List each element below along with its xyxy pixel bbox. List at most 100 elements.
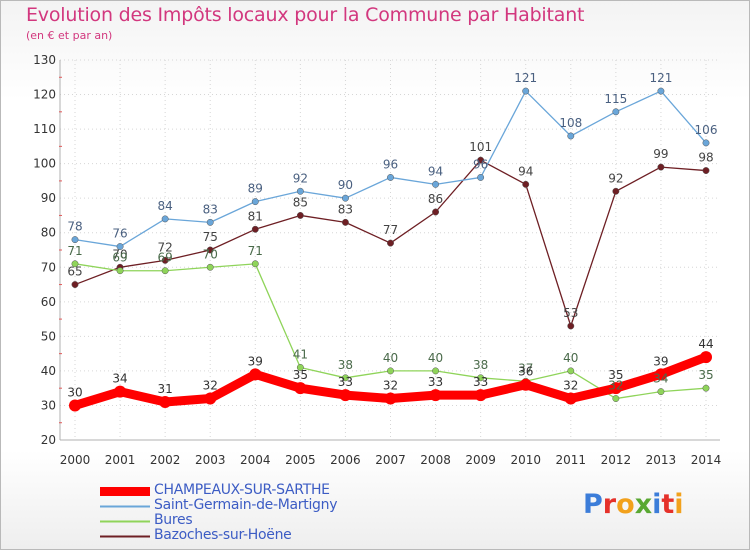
data-label: 75 <box>203 230 218 244</box>
y-tick-label: 80 <box>41 226 56 240</box>
data-point <box>161 215 169 223</box>
data-label: 96 <box>473 157 488 171</box>
data-label: 94 <box>518 164 533 178</box>
data-label: 34 <box>653 372 668 386</box>
data-label: 39 <box>248 354 263 368</box>
data-label: 72 <box>158 240 173 254</box>
x-tick-label: 2000 <box>60 453 91 467</box>
data-label: 108 <box>559 116 582 130</box>
data-label: 40 <box>428 351 443 365</box>
logo-letter: o <box>616 489 635 520</box>
data-point <box>294 382 307 395</box>
data-point <box>474 389 487 402</box>
x-tick-label: 2014 <box>691 453 722 467</box>
data-label: 70 <box>203 247 218 261</box>
data-label: 106 <box>695 123 718 137</box>
logo-letter: i <box>652 489 662 520</box>
logo-letter: r <box>602 489 617 520</box>
data-point <box>432 180 440 188</box>
data-point <box>341 218 349 226</box>
data-label: 53 <box>563 306 578 320</box>
data-point <box>249 368 262 381</box>
data-point <box>71 260 79 268</box>
y-tick-label: 20 <box>41 433 56 447</box>
data-point <box>206 218 214 226</box>
y-tick-label: 30 <box>41 398 56 412</box>
chart-title: Evolution des Impôts locaux pour la Comm… <box>26 4 585 26</box>
y-tick-label: 50 <box>41 329 56 343</box>
data-label: 70 <box>112 247 127 261</box>
data-point <box>159 396 172 408</box>
data-point <box>432 367 440 375</box>
data-point <box>567 322 575 330</box>
data-point <box>161 256 169 264</box>
data-point <box>71 281 79 288</box>
y-tick-label: 70 <box>41 260 56 274</box>
data-point <box>477 174 485 181</box>
x-tick-label: 2012 <box>601 453 632 467</box>
data-label: 40 <box>383 351 398 365</box>
data-point <box>657 87 665 95</box>
x-tick-label: 2001 <box>105 453 136 467</box>
legend-swatch-champeaux <box>100 487 150 496</box>
logo-letter: t <box>661 489 675 520</box>
data-label: 33 <box>473 375 488 389</box>
data-point <box>477 156 485 164</box>
data-point <box>477 374 485 382</box>
data-point <box>161 267 169 275</box>
series-labels-1: 78 76 84 83 89 92 90 96 94 96 121 108 115 121 106 <box>67 71 717 240</box>
data-label: 32 <box>563 379 578 393</box>
data-point <box>339 389 352 402</box>
data-label: 71 <box>248 244 263 258</box>
legend-swatch-bazoches <box>100 535 150 538</box>
data-point <box>71 236 79 244</box>
data-point <box>116 243 124 250</box>
y-tick-label: 120 <box>33 88 56 102</box>
data-label: 44 <box>698 337 713 351</box>
legend-label-champeaux: CHAMPEAUX-SUR-SARTHE <box>154 482 330 498</box>
data-point <box>567 367 575 375</box>
x-tick-label: 2011 <box>556 453 587 467</box>
data-label: 32 <box>383 379 398 393</box>
data-point <box>251 198 259 206</box>
logo-letter: P <box>583 489 603 520</box>
data-point <box>296 212 304 219</box>
data-point <box>567 132 575 140</box>
series-3 <box>71 156 710 330</box>
data-point <box>519 378 532 391</box>
data-point <box>702 384 710 392</box>
chart-subtitle: (en € et par an) <box>26 29 113 42</box>
data-label: 31 <box>158 382 173 396</box>
legend-label-saint-germain: Saint-Germain-de-Martigny <box>154 497 338 513</box>
data-label: 86 <box>428 192 443 206</box>
x-tick-label: 2010 <box>510 453 541 467</box>
data-label: 84 <box>158 199 173 213</box>
series-1 <box>71 87 710 250</box>
data-point <box>69 399 81 412</box>
data-point <box>387 174 394 181</box>
data-label: 65 <box>67 265 82 279</box>
data-label: 32 <box>203 379 218 393</box>
legend-swatch-bures <box>100 520 150 523</box>
data-label: 30 <box>67 385 82 399</box>
data-point <box>116 267 124 275</box>
data-label: 76 <box>112 227 127 241</box>
data-point <box>609 382 622 395</box>
y-tick-label: 60 <box>41 295 56 309</box>
logo-letter: i <box>674 489 684 520</box>
data-point <box>341 374 349 382</box>
legend-swatch-saint-germain <box>100 505 150 508</box>
data-point <box>564 392 577 405</box>
data-label: 36 <box>518 365 533 379</box>
data-point <box>251 260 259 268</box>
data-label: 35 <box>608 368 623 382</box>
data-label: 101 <box>469 140 492 154</box>
data-point <box>432 208 440 216</box>
legend-label-bazoches: Bazoches-sur-Hoëne <box>154 527 292 543</box>
data-label: 121 <box>514 71 537 85</box>
data-label: 38 <box>473 358 488 372</box>
data-label: 96 <box>383 157 398 171</box>
data-label: 35 <box>293 368 308 382</box>
